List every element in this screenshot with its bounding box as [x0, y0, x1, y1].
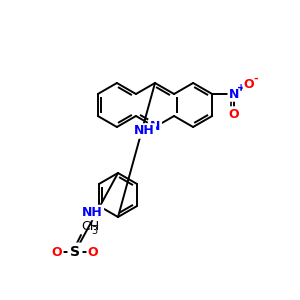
Text: NH: NH	[134, 124, 155, 137]
Text: O: O	[244, 77, 254, 91]
Text: N: N	[229, 88, 239, 100]
Text: +: +	[237, 83, 245, 93]
Text: S: S	[70, 245, 80, 259]
Text: 3: 3	[91, 226, 97, 236]
Text: CH: CH	[81, 220, 99, 233]
Text: NH: NH	[82, 206, 103, 219]
Text: O: O	[229, 107, 239, 121]
Text: O: O	[52, 245, 62, 259]
Text: -: -	[254, 74, 259, 84]
Text: N: N	[150, 121, 160, 134]
Text: O: O	[88, 245, 98, 259]
